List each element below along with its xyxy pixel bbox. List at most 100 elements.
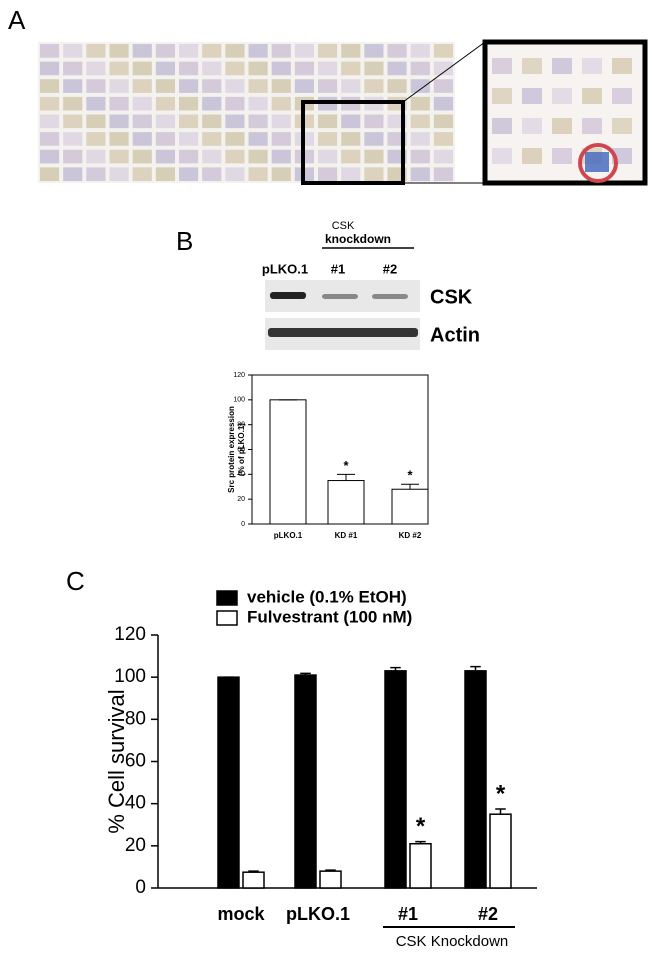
legend-swatch — [216, 590, 238, 606]
well — [271, 149, 291, 164]
bar — [327, 480, 365, 525]
well — [132, 44, 152, 58]
well — [248, 114, 268, 129]
error-bar — [415, 840, 426, 844]
well — [155, 79, 175, 93]
well — [86, 61, 106, 76]
error-bar — [390, 666, 401, 671]
well — [433, 96, 453, 111]
well — [364, 79, 384, 93]
bar — [319, 870, 342, 889]
well — [522, 88, 542, 104]
y-tick-label: 40 — [125, 793, 146, 814]
well — [63, 149, 83, 164]
well — [492, 88, 512, 104]
panel-label: A — [8, 5, 26, 35]
group-label: CSK Knockdown — [396, 933, 509, 950]
well — [63, 96, 83, 111]
well — [410, 79, 430, 93]
well — [410, 149, 430, 164]
well — [132, 149, 152, 164]
inset-image — [482, 39, 648, 186]
well — [248, 79, 268, 93]
well — [86, 96, 106, 111]
well — [271, 61, 291, 76]
plate-background — [38, 42, 455, 183]
well — [433, 132, 453, 146]
well — [179, 132, 199, 146]
well — [294, 79, 314, 93]
well — [155, 132, 175, 146]
well — [202, 114, 222, 129]
y-axis-label: Src protein expression — [227, 406, 236, 493]
well — [109, 114, 129, 129]
well — [155, 167, 175, 181]
y-tick-label: 20 — [125, 835, 146, 856]
bar — [391, 488, 429, 525]
well — [582, 88, 602, 104]
well — [63, 167, 83, 181]
well — [341, 79, 361, 93]
x-tick-label: mock — [217, 904, 265, 924]
significance-label: * — [343, 458, 349, 473]
bar — [464, 670, 487, 889]
well — [271, 44, 291, 58]
well — [179, 61, 199, 76]
y-tick-label: 80 — [125, 708, 146, 729]
well — [40, 132, 60, 146]
well — [364, 44, 384, 58]
well — [155, 114, 175, 129]
well — [410, 114, 430, 129]
bar — [384, 670, 407, 889]
well — [318, 167, 338, 181]
well — [341, 149, 361, 164]
well — [202, 132, 222, 146]
well — [364, 114, 384, 129]
x-tick-label: #1 — [398, 904, 418, 924]
well — [63, 79, 83, 93]
well — [364, 132, 384, 146]
well — [202, 61, 222, 76]
y-axis-label: % Cell survival — [104, 689, 129, 833]
x-tick-label: pLKO.1 — [274, 531, 303, 540]
well — [612, 58, 632, 74]
well — [179, 44, 199, 58]
well — [132, 79, 152, 93]
well — [364, 149, 384, 164]
well — [248, 167, 268, 181]
well — [155, 96, 175, 111]
x-tick-label: KD #1 — [335, 531, 358, 540]
error-bar — [495, 808, 506, 815]
highlight-circle — [578, 143, 618, 183]
well — [202, 44, 222, 58]
error-bar — [325, 869, 336, 872]
well — [364, 167, 384, 181]
well — [248, 61, 268, 76]
well — [40, 149, 60, 164]
well — [433, 114, 453, 129]
well — [109, 167, 129, 181]
well — [612, 118, 632, 134]
y-tick-label: 100 — [233, 397, 245, 404]
well — [155, 61, 175, 76]
y-tick-label: 0 — [241, 521, 245, 528]
y-tick-label: 60 — [125, 751, 146, 772]
well — [492, 58, 512, 74]
well — [202, 167, 222, 181]
well — [179, 96, 199, 111]
well — [271, 114, 291, 129]
well — [387, 79, 407, 93]
well — [179, 149, 199, 164]
x-tick-label: KD #2 — [399, 531, 422, 540]
well — [225, 114, 245, 129]
well — [109, 61, 129, 76]
zoom-box — [301, 100, 405, 185]
well — [582, 118, 602, 134]
well — [132, 61, 152, 76]
well — [63, 114, 83, 129]
well — [410, 167, 430, 181]
well — [225, 132, 245, 146]
panel-label: C — [66, 566, 85, 596]
well — [271, 96, 291, 111]
well — [410, 132, 430, 146]
